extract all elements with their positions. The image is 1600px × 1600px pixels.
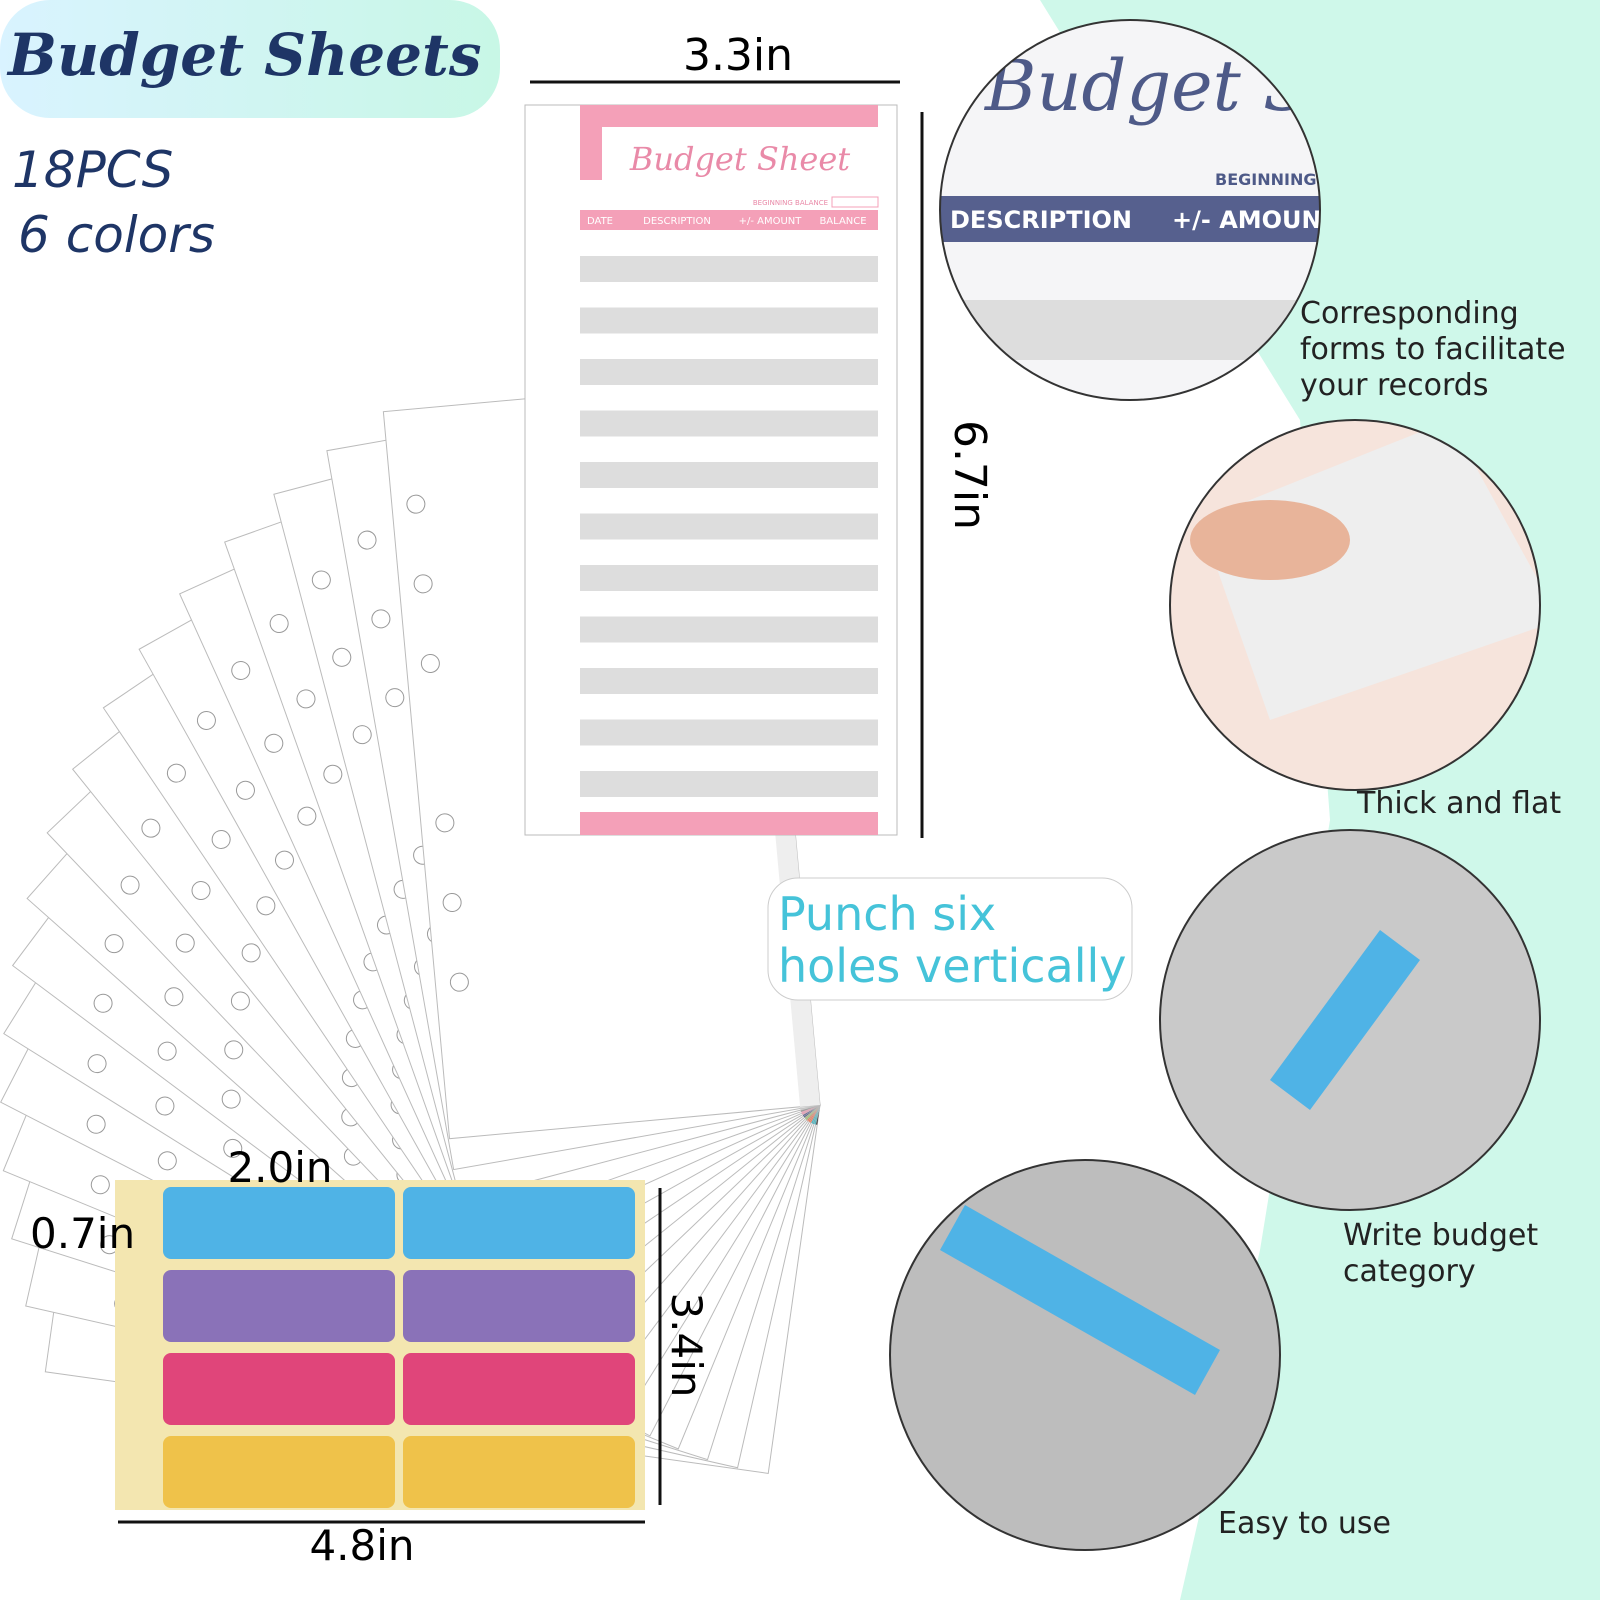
dim-label-w: 2.0in <box>227 1143 332 1192</box>
punch-note: Punch six holes vertically <box>778 887 1126 993</box>
caption: Easy to use <box>1218 1506 1392 1541</box>
zoom-2 <box>1170 420 1540 790</box>
front-sheet: Budget Sheet BEGINNING BALANCE DATE DESC… <box>524 104 898 836</box>
sticker <box>403 1187 635 1259</box>
back-col: DATE <box>200 1022 211 1048</box>
sticker <box>403 1270 635 1342</box>
dim-label-h: 0.7in <box>30 1209 135 1258</box>
caption: Corresponding forms to facilitate your r… <box>1300 296 1566 403</box>
row <box>580 668 878 694</box>
sticker <box>403 1353 635 1425</box>
caption: Write budget category <box>1343 1218 1539 1289</box>
row <box>580 771 878 797</box>
colors: 6 colors <box>18 206 215 264</box>
bg-band <box>1040 0 1600 1600</box>
zoom-balance: BEGINNING BA <box>1215 170 1347 189</box>
sticker <box>163 1187 395 1259</box>
row <box>580 256 878 282</box>
sticker <box>163 1436 395 1508</box>
col: +/- AMOUNT <box>739 216 803 227</box>
dim-sheet-h: 3.4in <box>662 1292 711 1397</box>
zoom-1: Budget Sh BEGINNING BA DESCRIPTION +/- A… <box>940 20 1347 400</box>
row <box>580 565 878 591</box>
title-badge <box>0 0 500 118</box>
title: Budget Sheets <box>6 21 482 89</box>
sheet-title: Budget Sheet <box>629 140 850 178</box>
dim-height: 6.7in <box>944 420 995 530</box>
row <box>580 719 878 746</box>
col: DATE <box>587 216 613 227</box>
row <box>580 513 878 540</box>
sheet-balance: BEGINNING BALANCE <box>753 199 828 207</box>
row <box>580 307 878 334</box>
sticker <box>403 1436 635 1508</box>
sticker <box>163 1270 395 1342</box>
row <box>580 462 878 488</box>
zoom-col: +/- AMOUNT <box>1172 206 1339 234</box>
row <box>580 410 878 437</box>
row <box>580 616 878 643</box>
dim-sheet-w: 4.8in <box>309 1521 414 1570</box>
caption: Thick and flat <box>1357 786 1562 821</box>
zoom-col: DESCRIPTION <box>950 206 1132 234</box>
col: BALANCE <box>819 216 866 227</box>
note-box <box>767 877 1133 1001</box>
dim-width: 3.3in <box>683 30 793 81</box>
sticker <box>163 1353 395 1425</box>
zoom-3 <box>1160 830 1540 1210</box>
row <box>580 359 878 385</box>
zoom-4 <box>890 1160 1280 1550</box>
count: 18PCS <box>12 141 173 199</box>
col: DESCRIPTION <box>643 216 711 227</box>
